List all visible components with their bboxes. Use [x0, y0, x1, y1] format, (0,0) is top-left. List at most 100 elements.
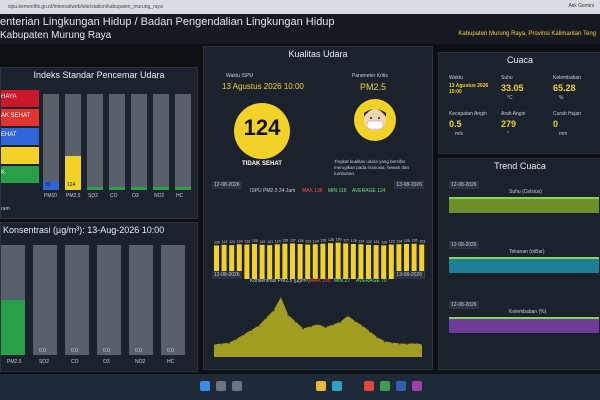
- ispu-bar-bg: [87, 94, 103, 190]
- ispu-bar-value: 124: [67, 182, 76, 188]
- konsen-point: [391, 341, 394, 344]
- trend-name: Kelembaban (%): [509, 309, 547, 315]
- ispu-24h-bar: [290, 243, 295, 279]
- konsen-point: [272, 309, 275, 312]
- app-icon[interactable]: [380, 381, 390, 391]
- kualitas-panel: Kualitas Udara Waktu ISPU 13 Agustus 202…: [203, 46, 433, 370]
- ispu-24h-bar-label: 127: [343, 238, 349, 242]
- ispu-chart-max: MAX 136: [302, 188, 323, 194]
- ispu-bar-label: PM10: [44, 193, 58, 199]
- gemini-button[interactable]: Ask Gemini: [568, 3, 594, 9]
- cuaca-title: Cuaca: [506, 55, 533, 65]
- cuaca-panel: Cuaca Waktu 13 Agustus 2026 10:00 Suhu 33.0…: [438, 52, 600, 154]
- trend-from-date[interactable]: 12-08-2026: [449, 241, 479, 249]
- konsen-bar-value: 0.0: [39, 348, 46, 354]
- ispu-chart-from[interactable]: 12-08-2026: [212, 181, 242, 189]
- konsen-chart-from[interactable]: 12-08-2026: [212, 271, 242, 279]
- trend-band-1: [449, 257, 599, 273]
- ispu-24h-bar: [259, 244, 265, 279]
- konsen-point: [421, 343, 423, 346]
- ispu-chart-to[interactable]: 13-08-2026: [394, 181, 424, 189]
- konsen-chart-max: MAX 199: [310, 278, 331, 284]
- ispu-24h-bar-label: 121: [374, 240, 380, 244]
- cuaca-stat-label: Suhu: [501, 75, 513, 81]
- konsen-chart-to[interactable]: 13-08-2026: [394, 271, 424, 279]
- konsen-point: [265, 317, 267, 319]
- konsen-bar-value: 0.0: [167, 348, 174, 354]
- ispu-bar-NO2: [153, 187, 169, 190]
- ispu-24h-bar: [214, 245, 219, 279]
- browser-bar: sipu.kemenlhk.go.id/internal/web/site/st…: [0, 0, 600, 14]
- konsen-point: [287, 314, 290, 316]
- ispu-24h-bar-label: 126: [282, 239, 288, 243]
- konsen-bar-label: O3: [103, 359, 110, 365]
- trend-title: Trend Cuaca: [494, 161, 546, 171]
- ispu-bars: 33 PM10 124 PM2.5 SO2 CO O3 NO2 HC: [39, 94, 195, 202]
- ispu-24h-bar: [419, 244, 425, 279]
- region-title: Kabupaten Murung Raya: [0, 30, 112, 41]
- taskview-icon[interactable]: [232, 381, 242, 391]
- chrome-icon[interactable]: [364, 381, 374, 391]
- cuaca-stat-unit: %: [559, 95, 564, 101]
- cuaca-stat-label: Arah Angin: [501, 111, 526, 117]
- ispu-chart-avg: AVERAGE 124: [352, 188, 386, 194]
- konsen-area: [214, 297, 422, 357]
- trend-name: Tekanan (mBar): [509, 249, 545, 255]
- konsen-point: [369, 330, 371, 333]
- konsen-bar-label: PM2.5: [7, 359, 22, 365]
- konsen-point: [302, 327, 305, 330]
- cuaca-stat-label: Kecepatan Angin: [449, 111, 487, 117]
- url-bar[interactable]: sipu.kemenlhk.go.id/internal/web/site/st…: [8, 4, 163, 10]
- ispu-level-4: K: [1, 166, 39, 183]
- konsen-point: [346, 314, 349, 317]
- trend-from-date[interactable]: 12-08-2026: [449, 301, 479, 309]
- konsen-bar-value: 0.0: [71, 348, 78, 354]
- ispu-24h-bar: [229, 245, 235, 279]
- app2-icon[interactable]: [412, 381, 422, 391]
- windows-start-icon[interactable]: [200, 381, 210, 391]
- ispu-24h-bar-label: 124: [313, 239, 319, 243]
- ispu-bar-O3: [131, 187, 147, 190]
- mask-face-icon: [354, 99, 396, 141]
- ispu-24h-bar: [335, 242, 341, 279]
- ispu-24h-bar: [396, 244, 402, 279]
- ispu-bar-bg: [153, 94, 169, 190]
- ispu-bar-PM10: [43, 180, 59, 190]
- konsen-point: [242, 333, 245, 336]
- ispu-24h-bar-label: 130: [336, 238, 342, 242]
- ispu-24h-bar-label: 123: [389, 240, 395, 244]
- ispu-level-3: [1, 147, 39, 164]
- trend-band-0: [449, 197, 599, 213]
- konsen-point: [257, 324, 260, 327]
- konsen-point: [279, 296, 282, 299]
- file-explorer-icon[interactable]: [316, 381, 326, 391]
- cuaca-stat-unit: °C: [507, 95, 513, 101]
- ispu-24h-bar: [343, 243, 349, 279]
- param-value: PM2.5: [360, 82, 387, 92]
- trend-from-date[interactable]: 12-08-2026: [449, 181, 479, 189]
- trend-cuaca-panel: Trend Cuaca 12-08-2026 Suhu (Celsius) 12-0…: [438, 158, 600, 370]
- ispu-24h-bar-label: 125: [252, 239, 258, 243]
- ispu-24h-bar-label: 128: [328, 238, 334, 242]
- konsen-point: [354, 320, 357, 322]
- cuaca-stat-unit: m/s: [455, 131, 464, 137]
- ispu-bar-label: HC: [176, 193, 184, 199]
- ispu-24h-bar-label: 121: [267, 240, 273, 244]
- ispu-levels: HAYA AK SEHAT EHAT K: [1, 90, 39, 183]
- ispu-24h-bar-label: 120: [214, 240, 220, 244]
- taskbar: [0, 374, 600, 400]
- edge-icon[interactable]: [332, 381, 342, 391]
- ispu-level-1: AK SEHAT: [1, 109, 39, 126]
- konsen-point: [227, 341, 230, 344]
- konsen-bar-bg: [161, 245, 185, 355]
- ispu-level-2: EHAT: [1, 128, 39, 145]
- ispu-24h-bar-label: 126: [412, 239, 418, 243]
- ispu-24h-bar: [320, 243, 326, 279]
- word-icon[interactable]: [396, 381, 406, 391]
- ispu-24h-bar: [244, 244, 250, 279]
- konsen-point: [398, 342, 401, 345]
- ispu-24h-chart: 12-08-2026 13-08-2026 ISPU PM2.5 24 Jam …: [210, 179, 426, 297]
- cuaca-stat-label: Curah Hujan: [553, 111, 582, 117]
- search-icon[interactable]: [216, 381, 226, 391]
- cuaca-stat-unit: °: [507, 131, 509, 137]
